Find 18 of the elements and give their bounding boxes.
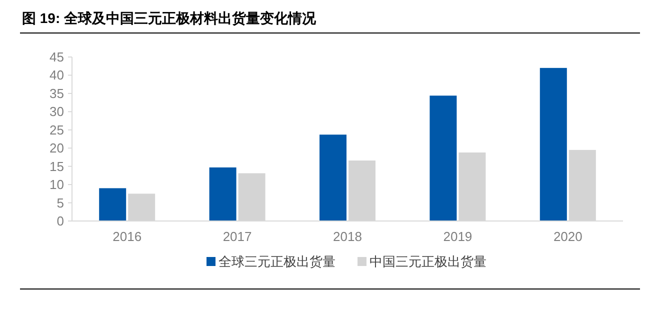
xtick: 2018 [333, 229, 362, 244]
ytick: 20 [50, 140, 64, 156]
xtick: 2017 [222, 229, 252, 244]
ytick: 15 [50, 158, 64, 174]
ytick: 10 [50, 177, 64, 192]
xtick: 2019 [443, 229, 472, 244]
title: 图 19: 全球及中国三元正极材料出货量变化情况 [22, 10, 316, 26]
xtick: 2020 [553, 229, 582, 244]
ytick: 25 [50, 122, 64, 138]
ytick: 5 [56, 195, 64, 210]
ytick: 35 [50, 86, 64, 101]
ytick: 40 [50, 68, 64, 83]
xtick: 2016 [112, 229, 142, 244]
ytick: 0 [56, 214, 64, 228]
ytick: 30 [50, 104, 64, 120]
ytick: 45 [50, 50, 64, 64]
legend-label: 中国三元正极出货量 [370, 254, 486, 269]
legend-label: 全球三元正极出货量 [218, 254, 336, 269]
